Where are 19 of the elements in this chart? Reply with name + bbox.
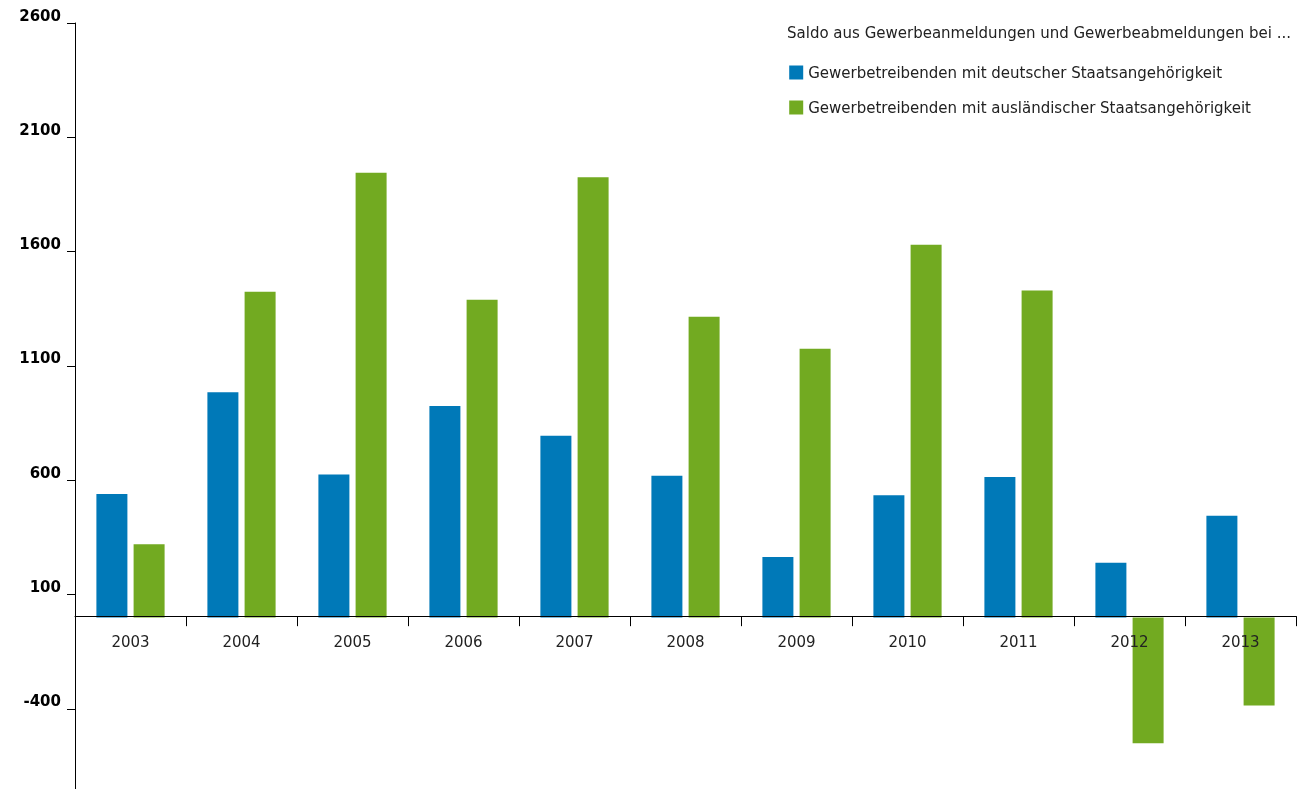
legend-label: Gewerbetreibenden mit deutscher Staatsangehörigkeit (808, 63, 1223, 82)
y-tick-label: 600 (29, 463, 61, 482)
x-tick-label: 2006 (444, 632, 483, 651)
x-tick-label: 2003 (111, 632, 150, 651)
x-tick-label: 2007 (555, 632, 594, 651)
y-tick-label: 2600 (19, 6, 61, 25)
x-tick-label: 2005 (333, 632, 372, 651)
x-tick-label: 2004 (222, 632, 261, 651)
y-tick-label: 1100 (19, 349, 61, 368)
y-tick-label: -400 (23, 692, 61, 711)
legend-label: Gewerbetreibenden mit ausländischer Staatsangehörigkeit (808, 98, 1252, 117)
legend-title: Saldo aus Gewerbeanmeldungen und Gewerbeabmeldungen bei ... (787, 23, 1292, 42)
y-tick-label: 2100 (19, 120, 61, 139)
x-tick-label: 2008 (666, 632, 705, 651)
x-tick-label: 2010 (888, 632, 927, 651)
y-tick-label: 1600 (19, 235, 61, 254)
x-tick-label: 2009 (777, 632, 816, 651)
y-tick-label: 100 (29, 578, 61, 597)
x-tick-label: 2011 (999, 632, 1038, 651)
